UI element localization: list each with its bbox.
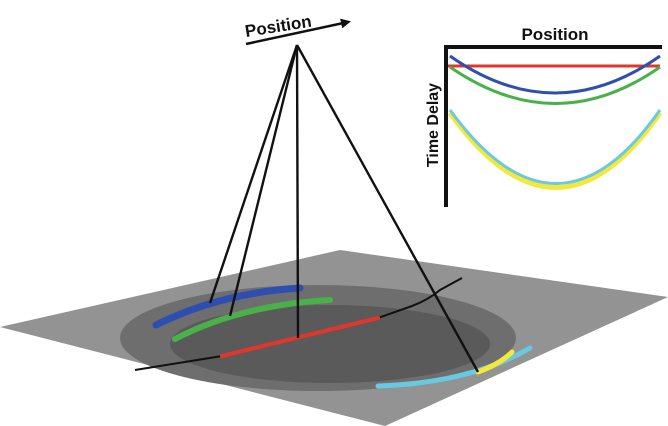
- yellow-curve: [447, 111, 663, 190]
- inset-plot: Position Time Delay: [425, 25, 663, 207]
- blue-curve: [449, 54, 661, 95]
- green-echo-arc: [172, 297, 333, 342]
- ray-to-yellow: [295, 44, 480, 373]
- surface-profile-line: [134, 277, 463, 371]
- ray-to-green: [228, 44, 299, 317]
- ray-to-blue: [208, 44, 299, 304]
- ray-to-red: [295, 44, 300, 339]
- red-echo-line: [220, 316, 380, 358]
- blue-echo-arc: [152, 284, 304, 329]
- position-arrow: [245, 18, 351, 46]
- ray-bundle: [208, 44, 480, 373]
- inset-y-axis-label: Time Delay: [425, 83, 442, 167]
- green-curve: [449, 65, 661, 105]
- pit-floor: [170, 305, 490, 383]
- cyan-echo-arc: [375, 345, 533, 389]
- inset-x-axis-label: Position: [521, 25, 588, 44]
- yellow-echo-arc: [475, 349, 515, 375]
- cyan-curve: [448, 109, 662, 185]
